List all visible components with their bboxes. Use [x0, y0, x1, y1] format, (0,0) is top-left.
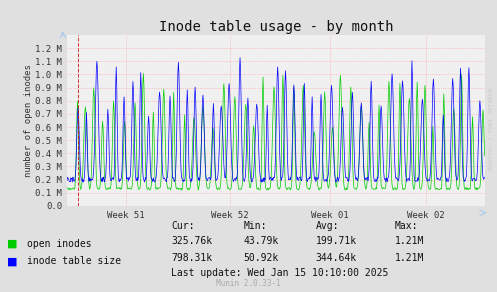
Title: Inode table usage - by month: Inode table usage - by month — [159, 20, 393, 34]
Text: Min:: Min: — [244, 221, 267, 231]
Text: 199.71k: 199.71k — [316, 236, 357, 246]
Text: Avg:: Avg: — [316, 221, 339, 231]
Text: inode table size: inode table size — [27, 256, 121, 266]
Text: 344.64k: 344.64k — [316, 253, 357, 263]
Text: 1.21M: 1.21M — [395, 236, 424, 246]
Text: 43.79k: 43.79k — [244, 236, 279, 246]
Text: Max:: Max: — [395, 221, 418, 231]
Text: 1.21M: 1.21M — [395, 253, 424, 263]
Text: RRDTOOL / TOBI OETIKER: RRDTOOL / TOBI OETIKER — [488, 87, 493, 170]
Text: 325.76k: 325.76k — [171, 236, 213, 246]
Y-axis label: number of open inodes: number of open inodes — [23, 64, 33, 177]
Text: 798.31k: 798.31k — [171, 253, 213, 263]
Text: open inodes: open inodes — [27, 239, 92, 249]
Text: Last update: Wed Jan 15 10:10:00 2025: Last update: Wed Jan 15 10:10:00 2025 — [171, 268, 389, 278]
Text: 50.92k: 50.92k — [244, 253, 279, 263]
Text: Cur:: Cur: — [171, 221, 195, 231]
Text: ■: ■ — [7, 239, 18, 249]
Text: Munin 2.0.33-1: Munin 2.0.33-1 — [216, 279, 281, 288]
Text: ■: ■ — [7, 256, 18, 266]
